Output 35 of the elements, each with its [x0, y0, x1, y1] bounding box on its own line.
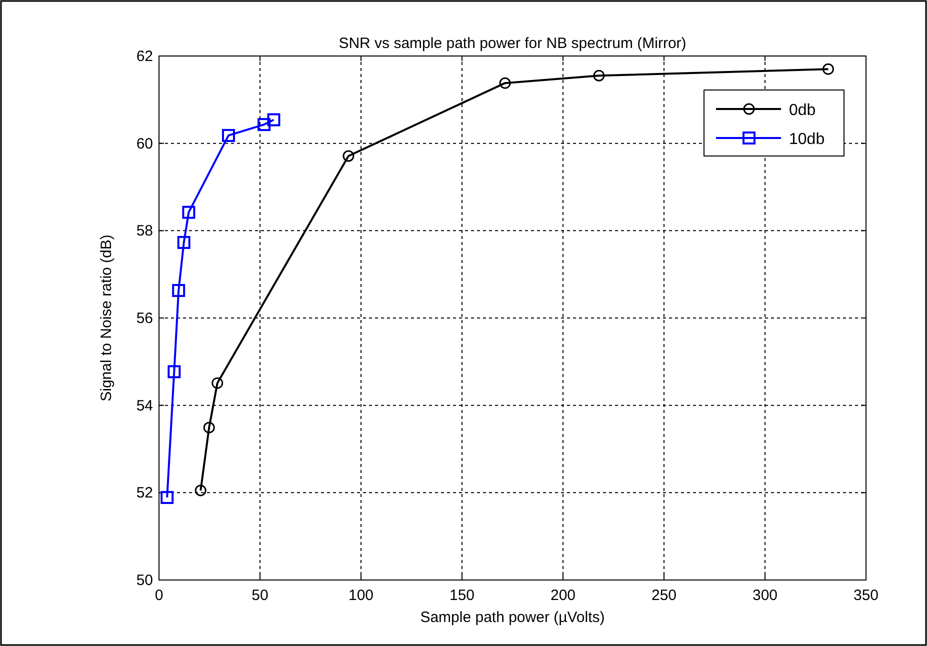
point: [182, 206, 196, 219]
x-tick-label: 250: [651, 587, 677, 604]
x-tick-label: 300: [752, 587, 778, 604]
point: [172, 284, 186, 297]
x-tick-label: 0: [154, 587, 164, 604]
x-tick-label: 50: [252, 587, 268, 604]
point: [168, 365, 181, 378]
point: [593, 70, 605, 82]
y-tick-label: 50: [136, 572, 153, 589]
legend-label: 10db: [789, 131, 825, 148]
y-tick-label: 60: [136, 135, 153, 152]
point: [177, 236, 190, 249]
y-tick-label: 62: [136, 48, 153, 65]
point: [822, 63, 834, 75]
point: [342, 150, 354, 162]
chart-title: SNR vs sample path power for NB spectrum (Mirror): [338, 35, 686, 52]
point: [222, 128, 235, 142]
legend-label: 0db: [789, 102, 816, 119]
y-tick-label: 52: [136, 484, 153, 502]
x-tick-label: 100: [348, 587, 374, 604]
point: [194, 484, 206, 496]
point: [212, 377, 224, 389]
y-tick-label: 56: [136, 310, 153, 327]
y-tick-label: 58: [136, 222, 153, 240]
x-tick-label: 350: [853, 587, 879, 604]
x-tick-label: 200: [550, 587, 576, 604]
point: [203, 422, 215, 434]
y-tick-label: 54: [136, 397, 153, 414]
point: [258, 118, 271, 132]
point: [267, 113, 280, 126]
point: [499, 77, 511, 89]
x-tick-label: 150: [449, 587, 475, 604]
x-axis-title: Sample path power (µVolts): [420, 609, 605, 626]
y-axis-title: Signal to Noise ratio (dB): [98, 234, 115, 402]
point: [160, 490, 174, 504]
